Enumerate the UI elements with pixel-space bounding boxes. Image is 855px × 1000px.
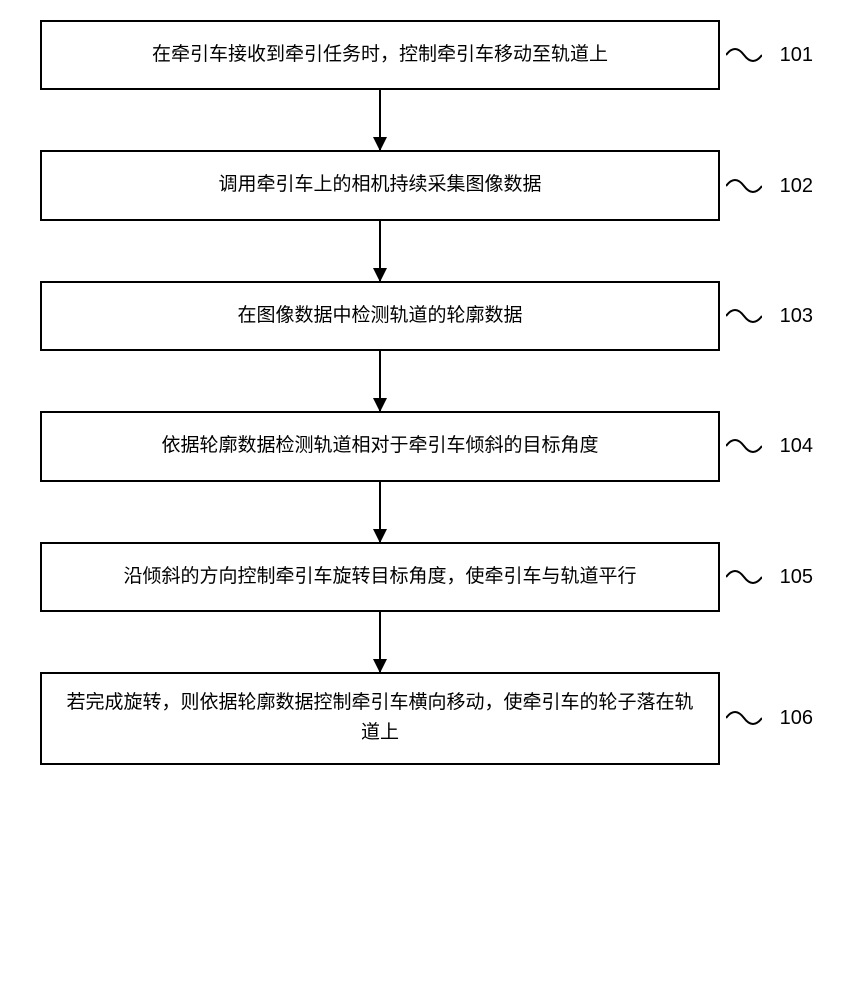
arrow-container: [40, 351, 720, 411]
arrow-down-icon: [379, 90, 381, 150]
step-text: 若完成旋转，则依据轮廓数据控制牵引车横向移动，使牵引车的轮子落在轨道上: [66, 692, 693, 743]
step-box-104: 依据轮廓数据检测轨道相对于牵引车倾斜的目标角度 104: [40, 411, 720, 481]
step-label-104: 104: [726, 430, 813, 462]
step-id: 106: [780, 702, 813, 734]
arrow-down-icon: [379, 612, 381, 672]
arrow-down-icon: [379, 482, 381, 542]
step-text: 在图像数据中检测轨道的轮廓数据: [237, 305, 522, 326]
step-box-103: 在图像数据中检测轨道的轮廓数据 103: [40, 281, 720, 351]
step-box-102: 调用牵引车上的相机持续采集图像数据 102: [40, 150, 720, 220]
step-text: 在牵引车接收到牵引任务时，控制牵引车移动至轨道上: [152, 44, 608, 65]
step-text: 调用牵引车上的相机持续采集图像数据: [218, 174, 541, 195]
step-id: 101: [780, 39, 813, 71]
step-box-101: 在牵引车接收到牵引任务时，控制牵引车移动至轨道上 101: [40, 20, 720, 90]
step-label-103: 103: [726, 300, 813, 332]
flowchart-container: 在牵引车接收到牵引任务时，控制牵引车移动至轨道上 101 调用牵引车上的相机持续…: [40, 20, 815, 765]
arrow-container: [40, 482, 720, 542]
arrow-container: [40, 90, 720, 150]
step-id: 103: [780, 300, 813, 332]
step-label-101: 101: [726, 39, 813, 71]
wave-connector-icon: [726, 436, 762, 456]
step-id: 104: [780, 430, 813, 462]
step-label-102: 102: [726, 170, 813, 202]
step-box-105: 沿倾斜的方向控制牵引车旋转目标角度，使牵引车与轨道平行 105: [40, 542, 720, 612]
arrow-down-icon: [379, 221, 381, 281]
wave-connector-icon: [726, 176, 762, 196]
wave-connector-icon: [726, 567, 762, 587]
wave-connector-icon: [726, 45, 762, 65]
arrow-down-icon: [379, 351, 381, 411]
step-id: 102: [780, 170, 813, 202]
step-label-106: 106: [726, 702, 813, 734]
arrow-container: [40, 221, 720, 281]
step-id: 105: [780, 561, 813, 593]
step-label-105: 105: [726, 561, 813, 593]
wave-connector-icon: [726, 708, 762, 728]
wave-connector-icon: [726, 306, 762, 326]
step-text: 依据轮廓数据检测轨道相对于牵引车倾斜的目标角度: [161, 435, 598, 456]
step-text: 沿倾斜的方向控制牵引车旋转目标角度，使牵引车与轨道平行: [123, 566, 636, 587]
step-box-106: 若完成旋转，则依据轮廓数据控制牵引车横向移动，使牵引车的轮子落在轨道上 106: [40, 672, 720, 765]
arrow-container: [40, 612, 720, 672]
